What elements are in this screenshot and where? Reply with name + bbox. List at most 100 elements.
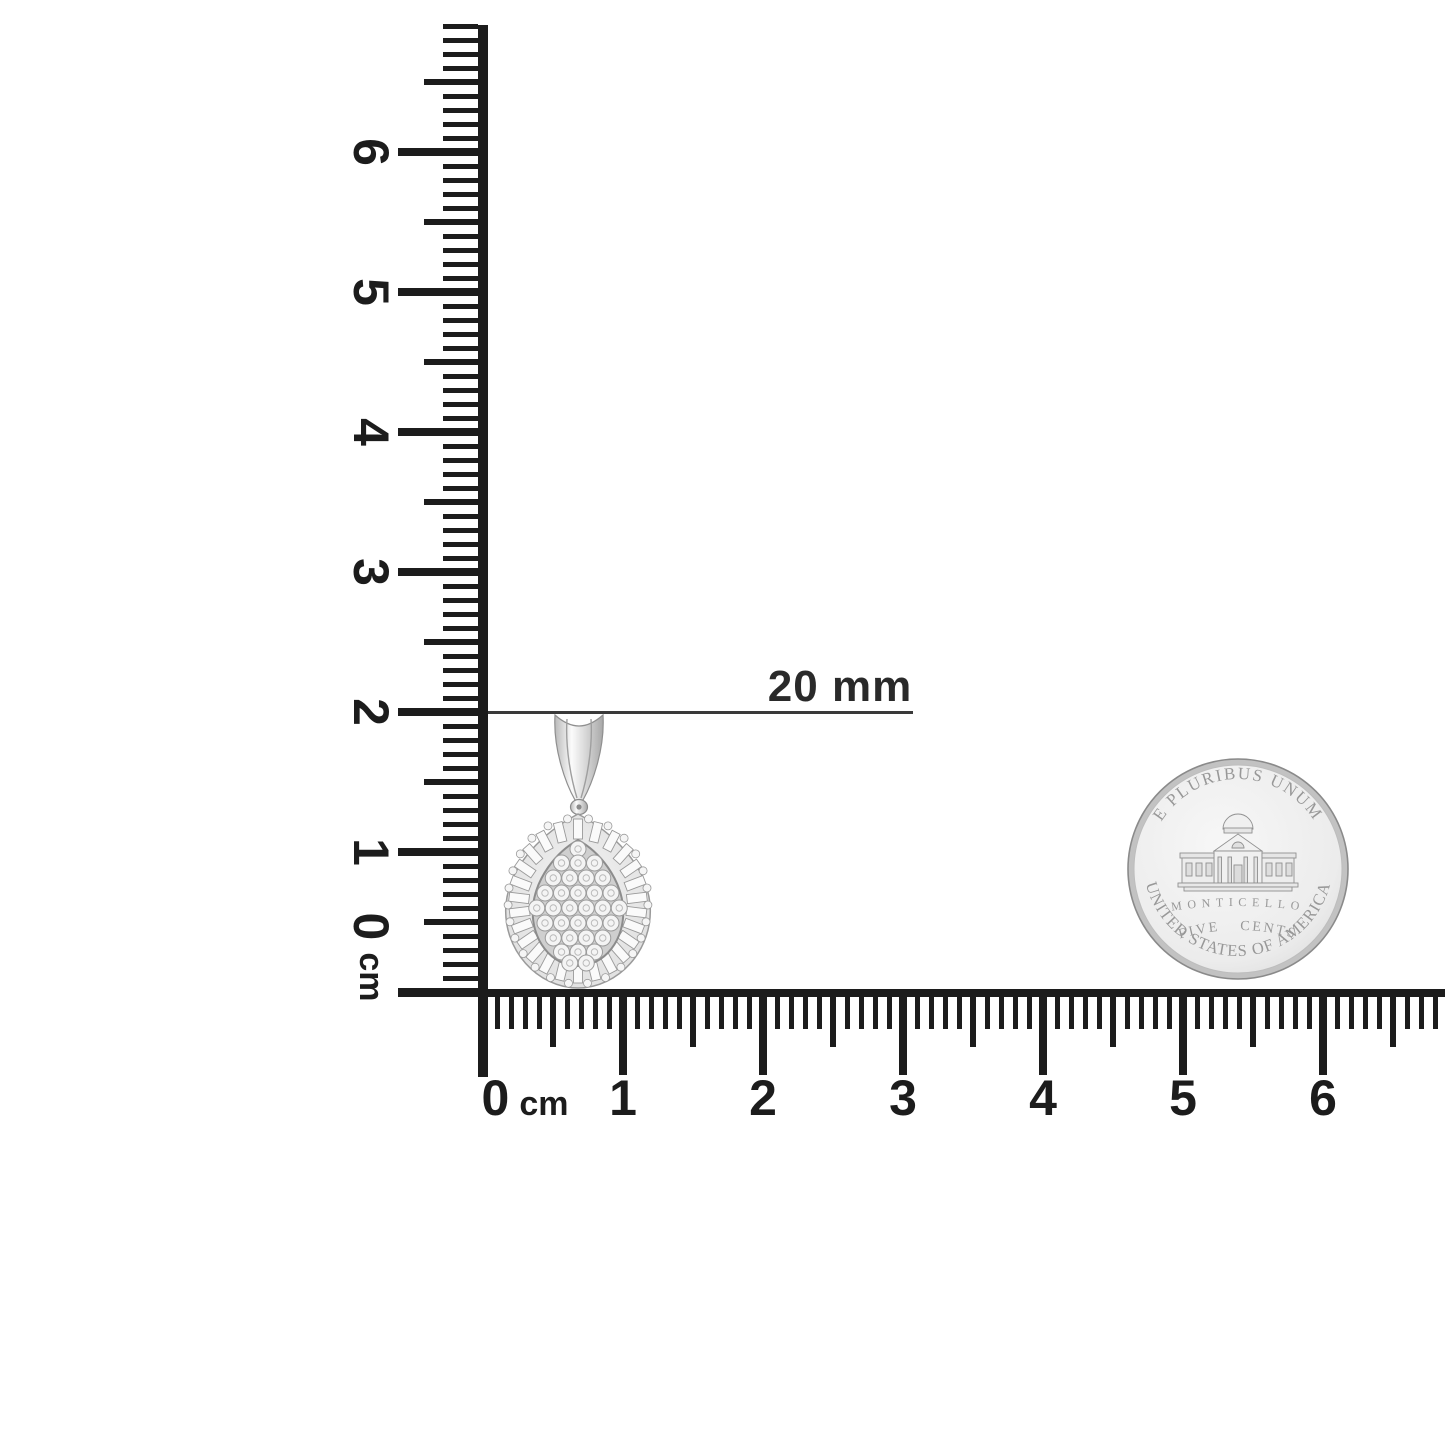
- h-tick-mm: [648, 997, 654, 1029]
- halo-bead-diamond: [563, 814, 572, 824]
- pave-diamond: [594, 869, 612, 887]
- baguette-diamond: [612, 842, 634, 866]
- v-tick-cm: [398, 148, 478, 156]
- halo-bead-diamond: [619, 833, 629, 843]
- pave-diamond-facet: [574, 948, 582, 956]
- h-tick-mm: [564, 997, 570, 1029]
- v-tick-mm: [443, 905, 478, 911]
- halo-bead-diamond: [510, 933, 520, 943]
- h-tick-mm: [1334, 997, 1340, 1029]
- halo-bead-diamond: [616, 962, 626, 972]
- pave-diamond-facet: [566, 904, 574, 912]
- v-tick-mm: [443, 961, 478, 967]
- h-tick-cm: [759, 997, 767, 1075]
- v-tick-mm: [443, 275, 478, 281]
- halo-bead-diamond: [636, 933, 646, 943]
- v-tick-mm: [443, 51, 478, 57]
- vertical-ruler-label-6: 6: [343, 138, 399, 166]
- h-tick-halfcm: [690, 997, 696, 1047]
- baguette-diamond: [625, 891, 648, 905]
- v-tick-halfcm: [424, 919, 478, 925]
- baguette-diamond: [588, 820, 604, 844]
- h-tick-mm: [1236, 997, 1242, 1029]
- halo-bead-diamond: [527, 833, 537, 843]
- baguette-diamond: [535, 829, 554, 853]
- pave-diamond-facet: [615, 904, 623, 912]
- vertical-ruler-unit: cm: [352, 952, 390, 1002]
- pave-diamond: [561, 929, 579, 947]
- baguette-diamond: [522, 842, 544, 866]
- pave-diamond: [602, 914, 620, 932]
- pave-diamond-facet: [566, 959, 574, 967]
- h-tick-mm: [494, 997, 500, 1029]
- h-tick-mm: [928, 997, 934, 1029]
- building-door: [1233, 864, 1243, 884]
- v-tick-mm: [443, 863, 478, 869]
- v-tick-mm: [443, 555, 478, 561]
- v-tick-mm: [443, 807, 478, 813]
- pave-diamond: [536, 884, 554, 902]
- halo-bead-diamond: [504, 883, 514, 893]
- vertical-ruler-label-2: 2: [343, 698, 399, 726]
- pave-diamond-facet: [533, 904, 541, 912]
- v-tick-mm: [443, 681, 478, 687]
- vertical-ruler-zero-number: 0: [343, 912, 399, 941]
- v-tick-mm: [443, 387, 478, 393]
- h-tick-halfcm: [1110, 997, 1116, 1047]
- pave-diamond-facet: [557, 859, 566, 867]
- halo-bead-diamond: [530, 962, 540, 972]
- h-tick-mm: [676, 997, 682, 1029]
- v-tick-mm: [443, 751, 478, 757]
- v-tick-mm: [443, 177, 478, 183]
- halo-bead-diamond: [643, 900, 653, 910]
- h-tick-mm: [1096, 997, 1102, 1029]
- h-tick-cm: [1039, 997, 1047, 1075]
- v-tick-mm: [443, 667, 478, 673]
- measurement-line: [488, 711, 913, 714]
- h-tick-mm: [1012, 997, 1018, 1029]
- pave-diamond-facet: [599, 904, 607, 912]
- h-tick-mm: [1124, 997, 1130, 1029]
- v-tick-mm: [443, 23, 478, 29]
- pave-diamond-facet: [582, 874, 590, 882]
- v-tick-mm: [443, 933, 478, 939]
- pave-diamond: [544, 869, 562, 887]
- pave-diamond: [577, 929, 595, 947]
- halo-bead-diamond: [641, 917, 651, 927]
- h-tick-mm: [858, 997, 864, 1029]
- pave-diamond: [553, 914, 570, 932]
- pave-diamond-facet: [582, 959, 590, 967]
- v-tick-mm: [443, 457, 478, 463]
- v-tick-mm: [443, 415, 478, 421]
- h-tick-mm: [634, 997, 640, 1029]
- v-tick-mm: [443, 373, 478, 379]
- halo-bead-diamond: [503, 900, 513, 910]
- pave-diamond-facet: [590, 859, 599, 867]
- baguette-diamond: [513, 858, 537, 879]
- halo-bead-diamond: [515, 849, 525, 859]
- h-tick-mm: [984, 997, 990, 1029]
- baguette-diamond: [573, 818, 583, 840]
- h-tick-mm: [872, 997, 878, 1029]
- h-tick-mm: [998, 997, 1004, 1029]
- h-tick-cm: [619, 997, 627, 1075]
- v-tick-mm: [443, 835, 478, 841]
- pave-diamond: [553, 884, 570, 902]
- pave-diamond: [561, 954, 579, 972]
- vertical-ruler-label-5: 5: [343, 278, 399, 306]
- v-tick-mm: [443, 401, 478, 407]
- v-tick-mm: [443, 793, 478, 799]
- pave-diamond: [594, 929, 612, 947]
- h-tick-mm: [1208, 997, 1214, 1029]
- pave-diamond: [602, 884, 620, 902]
- pave-diamond: [586, 914, 603, 932]
- v-tick-mm: [443, 737, 478, 743]
- h-tick-mm: [1054, 997, 1060, 1029]
- halo-bead-diamond: [638, 866, 648, 876]
- pave-diamond: [544, 929, 562, 947]
- v-tick-mm: [443, 93, 478, 99]
- vertical-ruler-label-1: 1: [343, 838, 399, 866]
- pave-diamond: [569, 854, 587, 872]
- horizontal-ruler-label-5: 5: [1169, 1070, 1197, 1126]
- h-tick-mm: [592, 997, 598, 1029]
